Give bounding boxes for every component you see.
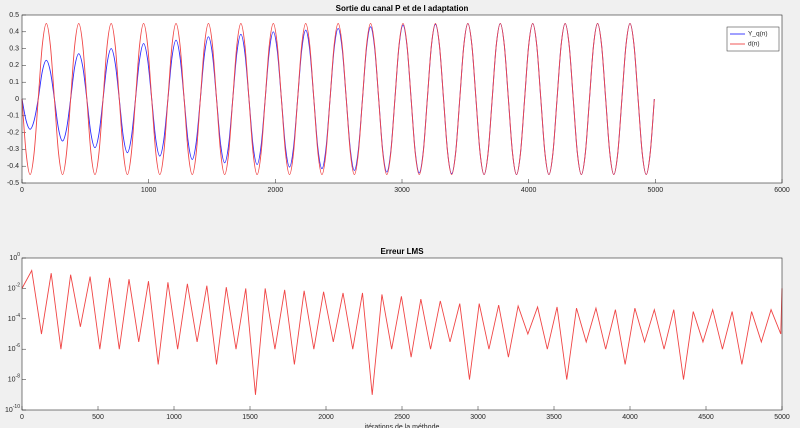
y-tick-label: -0.2: [7, 129, 19, 136]
legend-box: [726, 26, 780, 52]
x-tick-label: 5000: [774, 414, 790, 421]
tick-exponent: 0: [17, 252, 20, 258]
tick-base: 10: [8, 316, 16, 323]
y-tick-label: -0.3: [7, 146, 19, 153]
x-tick-label: 2000: [268, 187, 284, 194]
x-axis-label: itérations de la méthode: [365, 424, 440, 428]
x-tick-label: 1500: [242, 414, 258, 421]
x-tick-label: 5000: [648, 187, 664, 194]
x-tick-label: 500: [92, 414, 104, 421]
x-tick-label: 3000: [470, 414, 486, 421]
y-tick-label: 0.2: [9, 62, 19, 69]
y-tick-label: 0.3: [9, 45, 19, 52]
x-tick-label: 2500: [394, 414, 410, 421]
legend-label: d(n): [748, 41, 760, 48]
tick-base: 10: [9, 255, 17, 262]
x-tick-label: 4000: [622, 414, 638, 421]
y-tick-label: 100: [9, 252, 20, 262]
tick-base: 10: [5, 407, 13, 414]
y-tick-label: 0: [15, 96, 19, 103]
y-tick-label: 0.1: [9, 79, 19, 86]
data-line: [21, 269, 783, 395]
axes-box: [21, 257, 783, 411]
x-tick-label: 1000: [141, 187, 157, 194]
tick-base: 10: [8, 376, 16, 383]
plot-area: [22, 15, 782, 183]
chart-title: Erreur LMS: [380, 247, 424, 256]
x-tick-label: 3000: [394, 187, 410, 194]
y-tick-label: 10-4: [8, 313, 20, 323]
x-tick-label: 1000: [166, 414, 182, 421]
tick-base: 10: [8, 285, 16, 292]
x-tick-label: 0: [20, 414, 24, 421]
x-tick-label: 0: [20, 187, 24, 194]
y-tick-label: -0.1: [7, 113, 19, 120]
y-tick-label: 10-8: [8, 374, 20, 384]
y-tick-label: -0.4: [7, 163, 19, 170]
x-tick-label: 2000: [318, 414, 334, 421]
y-tick-label: 10-10: [5, 404, 20, 414]
axes-box: [21, 14, 783, 184]
data-line: [21, 22, 655, 176]
tick-exponent: -10: [13, 404, 20, 410]
y-tick-label: 0.5: [9, 12, 19, 19]
tick-exponent: -8: [16, 374, 21, 380]
y-tick-label: 10-6: [8, 344, 20, 354]
x-tick-label: 3500: [546, 414, 562, 421]
x-tick-label: 4500: [698, 414, 714, 421]
x-tick-label: 4000: [521, 187, 537, 194]
y-tick-label: 0.4: [9, 29, 19, 36]
y-tick-label: 10-2: [8, 283, 20, 293]
legend-label: Y_q(n): [748, 31, 768, 38]
tick-exponent: -6: [16, 344, 21, 350]
y-tick-label: -0.5: [7, 180, 19, 187]
tick-exponent: -4: [16, 313, 21, 319]
chart-title: Sortie du canal P et de l adaptation: [336, 4, 469, 13]
tick-base: 10: [8, 346, 16, 353]
x-tick-label: 6000: [774, 187, 790, 194]
tick-exponent: -2: [16, 283, 21, 289]
